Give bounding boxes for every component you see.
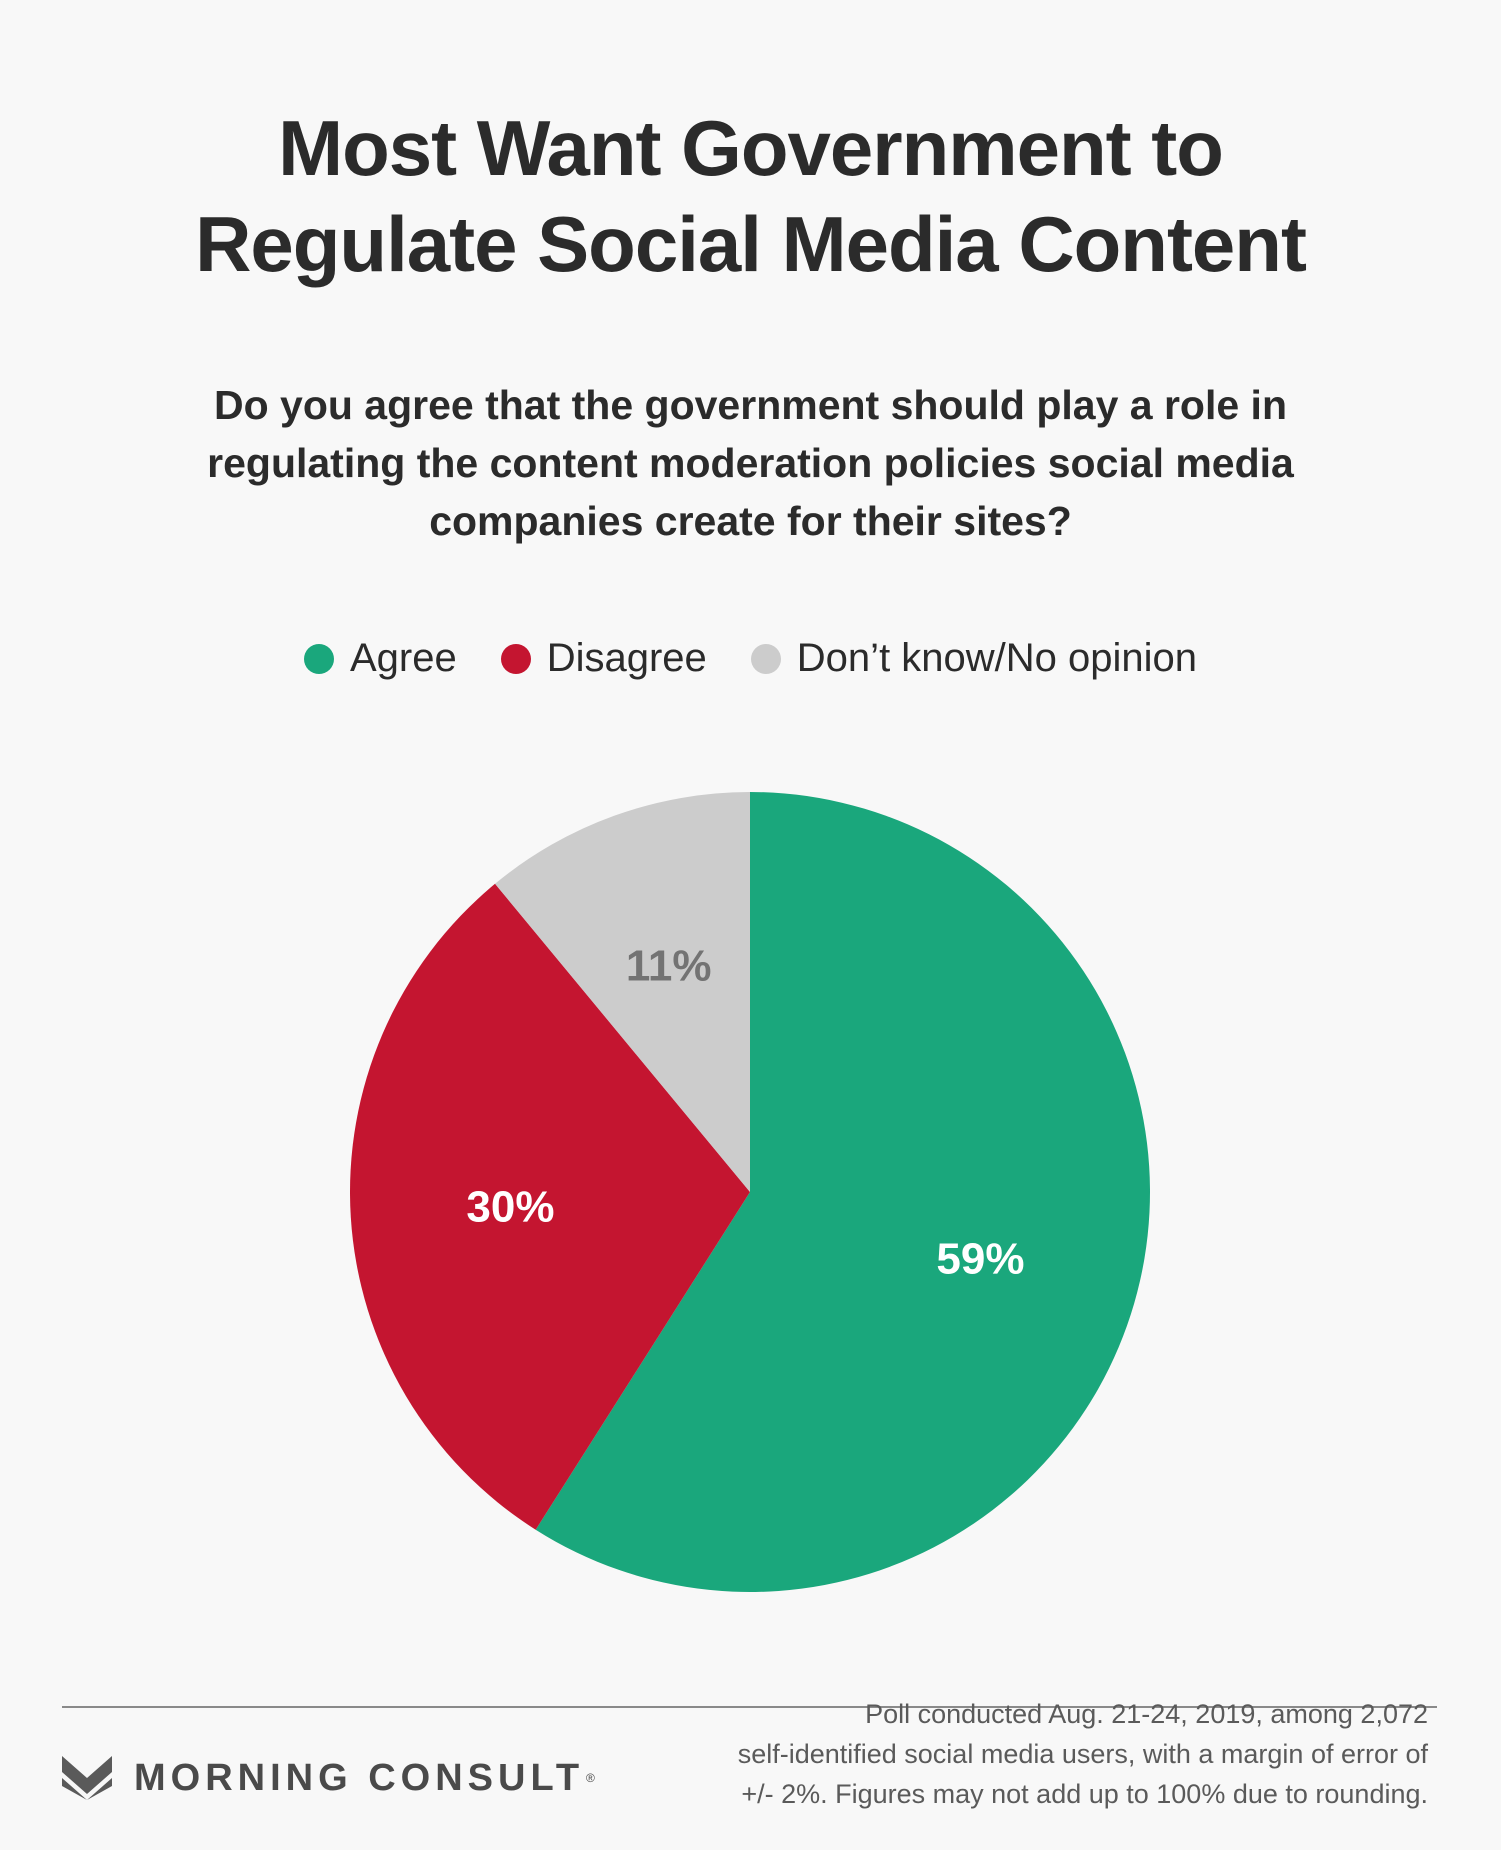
legend-item-agree: Agree [303, 636, 457, 681]
brand-name: MORNING CONSULT [134, 1756, 585, 1799]
pie-label-dont-know: 11% [626, 942, 712, 991]
pie-slice-disagree [350, 883, 750, 1530]
footer-divider [62, 1706, 1437, 1708]
methodology-line-3: +/- 2%. Figures may not add up to 100% d… [741, 1779, 1428, 1809]
pie-slice-agree [535, 792, 1150, 1592]
chart-title: Most Want Government to Regulate Social … [0, 100, 1501, 292]
methodology-note: Poll conducted Aug. 21-24, 2019, among 2… [708, 1694, 1428, 1814]
methodology-line-1: Poll conducted Aug. 21-24, 2019, among 2… [865, 1699, 1428, 1729]
survey-question: Do you agree that the government should … [207, 382, 1294, 544]
pie-label-disagree: 30% [466, 1183, 554, 1232]
pie-label-agree: 59% [936, 1234, 1024, 1283]
methodology-line-2: self-identified social media users, with… [737, 1739, 1428, 1769]
legend-label-dont-know: Don’t know/No opinion [796, 636, 1198, 680]
chart-title-line-2: Regulate Social Media Content [195, 200, 1307, 288]
legend-item-dont-know: Don’t know/No opinion [750, 636, 1198, 681]
morning-consult-logo: MORNING CONSULT ® [62, 1756, 595, 1800]
legend-swatch-disagree [500, 643, 531, 674]
legend-label-agree: Agree [349, 636, 457, 680]
legend-item-disagree: Disagree [500, 636, 707, 681]
legend-swatch-agree [303, 643, 334, 674]
legend: Agree Disagree Don’t know/No opinion [0, 636, 1501, 681]
registered-mark: ® [586, 1771, 595, 1785]
legend-label-disagree: Disagree [546, 636, 707, 680]
pie-slice-dont-know [495, 792, 750, 1192]
legend-swatch-dont-know [750, 643, 781, 674]
pie-chart: 59% 30% 11% [350, 792, 1150, 1592]
morning-consult-logo-icon [62, 1756, 112, 1800]
chart-title-line-1: Most Want Government to [278, 104, 1224, 192]
